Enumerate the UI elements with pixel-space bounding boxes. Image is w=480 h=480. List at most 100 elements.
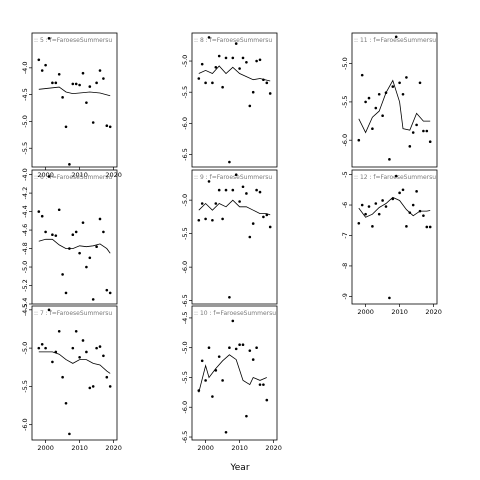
panel-strip-label: :: 7 : f=FaroeseSummersu — [34, 310, 112, 317]
data-point — [211, 395, 214, 398]
data-point — [51, 360, 54, 364]
data-point — [91, 298, 95, 301]
data-point — [228, 346, 231, 349]
data-point — [68, 432, 71, 436]
data-point — [255, 59, 258, 63]
panels: :: 5 : f=FaroeseSummersu-4.0-4.5-5.0-5.5… — [21, 32, 442, 452]
data-point — [108, 385, 112, 388]
data-point — [200, 359, 204, 363]
panel-frame — [351, 32, 438, 168]
data-point — [224, 188, 228, 192]
data-point — [224, 430, 228, 434]
y-tick-label: -5.0 — [21, 342, 29, 355]
data-point — [105, 375, 109, 379]
data-point — [81, 221, 85, 224]
data-point — [44, 63, 47, 67]
data-point — [68, 163, 71, 166]
data-point — [74, 329, 78, 333]
data-point — [411, 131, 415, 134]
data-point — [241, 56, 245, 60]
data-point — [221, 217, 224, 221]
data-point — [405, 76, 408, 79]
data-point — [71, 233, 75, 236]
data-point — [95, 81, 98, 85]
x-tick-label: 2010 — [231, 444, 248, 452]
y-tick-label: -4.8 — [21, 242, 29, 255]
y-tick-label: -6.5 — [181, 148, 189, 161]
x-tick-label: 2000 — [37, 444, 54, 452]
y-tick-label: -9 — [341, 293, 349, 299]
data-point — [241, 343, 245, 347]
data-point — [221, 85, 224, 89]
data-point — [224, 56, 228, 60]
data-point — [384, 91, 388, 95]
data-point — [204, 81, 207, 85]
data-point — [364, 212, 367, 216]
data-point — [64, 291, 68, 295]
y-tick-label: -4.5 — [21, 303, 29, 316]
data-point — [248, 104, 252, 108]
data-point — [85, 350, 88, 354]
data-point — [357, 138, 361, 142]
data-point — [197, 389, 201, 392]
data-point — [245, 60, 248, 64]
data-point — [234, 42, 238, 45]
data-point — [415, 190, 418, 193]
data-point — [265, 81, 269, 85]
panel-1: :: 5 : f=FaroeseSummersu-4.0-4.5-5.0-5.5… — [21, 32, 122, 179]
data-point — [217, 188, 221, 192]
data-point — [422, 129, 425, 133]
data-point — [248, 235, 252, 239]
data-point — [418, 209, 422, 213]
data-point — [360, 73, 364, 77]
y-tick-label: -4.0 — [21, 61, 29, 74]
data-point — [47, 308, 51, 312]
data-point — [221, 379, 224, 382]
data-point — [74, 82, 78, 86]
data-point — [228, 160, 231, 164]
data-point — [57, 72, 61, 76]
data-point — [214, 369, 218, 372]
data-point — [408, 211, 412, 214]
data-point — [371, 127, 374, 131]
data-point — [357, 221, 361, 225]
y-tick-label: -4.0 — [21, 168, 29, 181]
data-point — [394, 174, 398, 178]
data-point — [207, 180, 211, 183]
y-tick-label: -6.5 — [181, 431, 189, 444]
data-point — [57, 329, 61, 333]
data-point — [401, 188, 405, 192]
data-point — [91, 385, 95, 388]
data-point — [91, 121, 95, 124]
data-point — [211, 81, 214, 85]
data-point — [61, 375, 64, 379]
panel-4: :: 6 : f=FaroeseSummersu -4.0-4.2-4.4-4.6… — [21, 168, 118, 310]
panel-frame — [191, 305, 278, 441]
x-tick-label: 2020 — [265, 444, 282, 452]
data-point — [37, 346, 41, 350]
data-point — [40, 342, 44, 346]
data-point — [85, 101, 88, 104]
data-point — [102, 230, 105, 234]
data-point — [71, 82, 75, 86]
data-point — [265, 398, 269, 402]
data-point — [384, 205, 388, 208]
data-point — [54, 234, 58, 237]
panel-strip-label: :: 8 : f=FaroeseSummersu — [194, 37, 272, 44]
y-tick-label: -5.0 — [181, 341, 189, 354]
data-point — [367, 96, 371, 100]
smooth-line — [358, 79, 431, 134]
data-point — [251, 358, 255, 361]
data-point — [54, 81, 58, 85]
data-point — [391, 85, 395, 88]
data-point — [204, 379, 207, 382]
data-point — [398, 191, 401, 195]
data-point — [425, 225, 429, 229]
y-tick-label: -5.0 — [341, 57, 349, 70]
data-point — [78, 251, 81, 255]
data-point — [105, 288, 109, 292]
data-point — [88, 386, 92, 390]
data-point — [40, 214, 44, 218]
data-point — [428, 140, 432, 144]
